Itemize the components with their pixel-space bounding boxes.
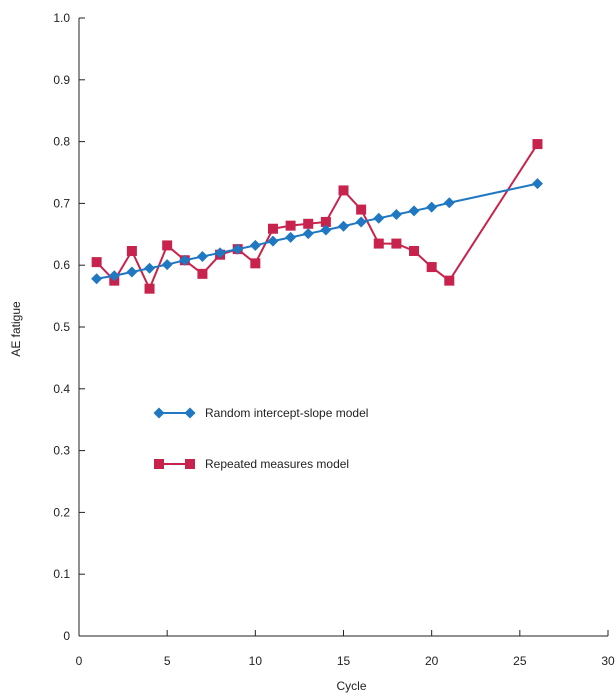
data-point [214, 247, 226, 259]
data-point [91, 273, 103, 285]
legend-marker [184, 407, 196, 419]
data-point [338, 220, 349, 232]
x-axis-title: Cycle [336, 679, 366, 693]
data-point [303, 218, 314, 229]
y-tick-label: 0.1 [53, 567, 70, 581]
data-point [373, 238, 384, 249]
data-point [285, 220, 296, 231]
legend-item: Repeated measures model [154, 457, 349, 471]
data-point [144, 283, 155, 294]
legend-marker [153, 407, 165, 419]
data-point [108, 270, 120, 282]
y-tick-label: 0.3 [53, 444, 70, 458]
series-line [96, 182, 538, 280]
x-tick-label: 25 [513, 654, 527, 668]
data-point [196, 251, 208, 263]
data-point [126, 266, 138, 278]
legend-item: Random intercept-slope model [153, 406, 368, 420]
data-point [320, 224, 332, 236]
y-tick-label: 1.0 [53, 11, 70, 25]
legend-label: Repeated measures model [205, 457, 349, 471]
data-point [267, 235, 279, 247]
data-point [320, 216, 331, 227]
legend-label: Random intercept-slope model [205, 406, 368, 420]
data-point [408, 205, 420, 217]
series-repeated-measures [91, 139, 543, 294]
y-tick-label: 0.7 [53, 196, 70, 210]
y-tick-label: 0.5 [53, 320, 70, 334]
x-tick-label: 5 [164, 654, 171, 668]
x-tick-label: 30 [601, 654, 615, 668]
data-point [250, 258, 261, 269]
data-point [373, 212, 385, 224]
data-point [91, 257, 102, 268]
data-point [144, 262, 156, 274]
data-point [390, 209, 402, 221]
data-point [249, 239, 261, 251]
data-point [232, 243, 244, 255]
data-point [126, 245, 137, 256]
data-point [285, 231, 297, 243]
data-point [426, 262, 437, 273]
data-point [162, 240, 173, 251]
legend-marker [154, 459, 164, 469]
data-point [161, 259, 173, 271]
data-point [356, 204, 367, 215]
data-point [179, 254, 191, 266]
data-point [197, 268, 208, 279]
x-tick-label: 0 [76, 654, 83, 668]
data-point [355, 216, 367, 228]
legend: Random intercept-slope model Repeated mea… [153, 406, 368, 471]
data-point [532, 139, 543, 150]
data-point [338, 185, 349, 196]
y-tick-label: 0.6 [53, 258, 70, 272]
y-tick-label: 0.4 [53, 382, 70, 396]
y-tick-label: 0.9 [53, 73, 70, 87]
y-tick-label: 0 [63, 629, 70, 643]
y-tick-label: 0.8 [53, 135, 70, 149]
data-point [409, 245, 420, 256]
data-point [443, 197, 455, 209]
data-point [531, 178, 543, 190]
data-point [444, 275, 455, 286]
y-tick-label: 0.2 [53, 505, 70, 519]
series-line [95, 143, 539, 292]
data-point [391, 238, 402, 249]
series-layer [91, 139, 543, 294]
data-point [267, 223, 278, 234]
legend-marker [185, 459, 195, 469]
data-point [426, 201, 438, 213]
x-tick-label: 20 [425, 654, 439, 668]
series-random-intercept-slope [91, 178, 543, 285]
x-tick-label: 15 [337, 654, 351, 668]
axes: 0 0.1 0.2 0.3 0.4 0.5 0.6 0.7 0.8 0.9 1.0 0 5 10 15 20 2… [53, 11, 615, 668]
y-axis-title: AE fatigue [9, 301, 23, 357]
data-point [302, 228, 314, 240]
x-tick-label: 10 [249, 654, 263, 668]
